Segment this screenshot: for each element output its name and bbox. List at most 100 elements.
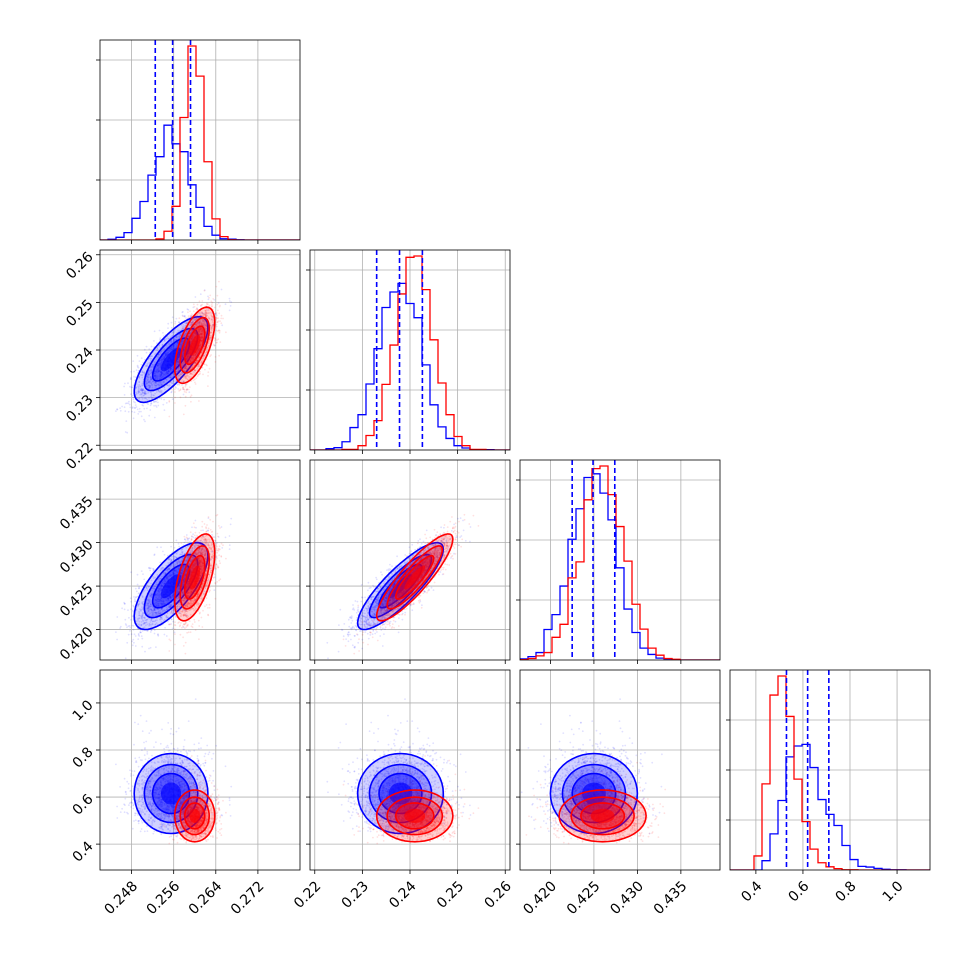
y-tick-label: 0.435 bbox=[57, 493, 97, 533]
contour-0-0 bbox=[133, 541, 209, 631]
gridlines bbox=[100, 670, 300, 870]
y-tick-label: 0.25 bbox=[63, 297, 96, 330]
y-tick-label: 0.8 bbox=[70, 744, 97, 771]
contour-1-1 bbox=[386, 796, 444, 836]
panel-0-0 bbox=[96, 39, 301, 244]
density-0-3 bbox=[160, 574, 182, 598]
contour-1-1 bbox=[179, 316, 210, 374]
panel-frame bbox=[519, 669, 721, 871]
density-1-3 bbox=[404, 808, 426, 823]
contour-1-1 bbox=[570, 796, 635, 836]
density-1-3 bbox=[189, 334, 201, 356]
panel-content bbox=[520, 460, 720, 660]
histogram-0 bbox=[520, 473, 720, 660]
contour-1-0 bbox=[173, 789, 216, 843]
y-tick-label: 0.425 bbox=[57, 580, 97, 620]
panel-frame bbox=[99, 669, 301, 871]
contour-0-0 bbox=[133, 752, 209, 835]
density-1-3 bbox=[189, 808, 201, 823]
panel-3-3 bbox=[726, 669, 931, 874]
panel-frame bbox=[99, 459, 301, 661]
density-0-3 bbox=[388, 782, 413, 805]
histogram-1 bbox=[520, 465, 720, 660]
contour-0-0 bbox=[356, 541, 445, 631]
y-tick-label: 0.22 bbox=[63, 440, 96, 473]
x-tick-label: 0.6 bbox=[785, 878, 812, 905]
contour-1-0 bbox=[375, 789, 454, 843]
x-tick-label: 0.264 bbox=[186, 878, 226, 918]
panel-2-2 bbox=[516, 459, 721, 664]
x-tick-label: 0.24 bbox=[386, 878, 419, 911]
gridlines bbox=[730, 670, 930, 870]
contour-0-2 bbox=[151, 563, 191, 609]
panel-3-1 bbox=[306, 669, 511, 874]
panel-frame bbox=[519, 459, 721, 661]
panel-1-0 bbox=[96, 249, 301, 454]
x-tick-label: 0.4 bbox=[738, 878, 765, 905]
histogram-1 bbox=[730, 675, 930, 870]
panel-content bbox=[730, 670, 930, 870]
density-1-3 bbox=[590, 808, 615, 823]
panel-content bbox=[326, 513, 480, 660]
contour-1-2 bbox=[183, 554, 206, 600]
gridlines bbox=[520, 460, 720, 660]
panel-3-2 bbox=[516, 669, 721, 874]
contour-1-2 bbox=[580, 802, 626, 830]
y-tick-label: 0.420 bbox=[57, 624, 97, 664]
panel-frame bbox=[99, 39, 301, 241]
y-tick-label: 0.23 bbox=[63, 392, 96, 425]
y-tick-label: 0.4 bbox=[70, 838, 97, 865]
x-tick-label: 0.26 bbox=[481, 878, 514, 911]
x-tick-label: 0.430 bbox=[607, 878, 647, 918]
gridlines bbox=[310, 250, 510, 450]
contour-0-1 bbox=[143, 553, 199, 619]
density-1-3 bbox=[404, 565, 426, 590]
y-tick-label: 0.6 bbox=[70, 791, 97, 818]
x-tick-label: 0.22 bbox=[291, 878, 324, 911]
density-1-3 bbox=[189, 565, 201, 590]
x-tick-label: 0.435 bbox=[651, 878, 691, 918]
contour-0-2 bbox=[151, 772, 191, 815]
contour-1-1 bbox=[386, 545, 444, 610]
contour-0-0 bbox=[356, 752, 445, 835]
panel-content bbox=[100, 40, 300, 240]
panel-content bbox=[326, 698, 480, 845]
contour-1-2 bbox=[394, 554, 435, 600]
contour-1-2 bbox=[183, 802, 206, 830]
contour-1-1 bbox=[179, 545, 210, 610]
contour-0-1 bbox=[143, 763, 199, 824]
x-tick-label: 0.248 bbox=[102, 878, 142, 918]
contour-1-2 bbox=[394, 802, 435, 830]
panel-content bbox=[115, 698, 233, 845]
contour-1-1 bbox=[179, 796, 211, 836]
density-0-3 bbox=[160, 782, 182, 805]
histogram-1 bbox=[310, 255, 510, 450]
contour-0-1 bbox=[561, 763, 627, 824]
panel-2-0 bbox=[96, 459, 301, 664]
histogram-0 bbox=[100, 124, 300, 240]
contour-0-1 bbox=[368, 763, 433, 824]
x-tick-label: 0.425 bbox=[564, 878, 604, 918]
panel-1-1 bbox=[306, 249, 511, 454]
panel-content bbox=[115, 280, 233, 434]
gridlines bbox=[100, 40, 300, 240]
x-tick-label: 1.0 bbox=[880, 878, 907, 905]
panel-2-1 bbox=[306, 459, 511, 664]
contour-1-0 bbox=[173, 533, 216, 622]
panel-content bbox=[520, 698, 667, 845]
x-tick-label: 0.420 bbox=[520, 878, 560, 918]
contour-1-0 bbox=[558, 789, 647, 843]
y-tick-label: 0.430 bbox=[57, 537, 97, 577]
contour-1-0 bbox=[173, 306, 216, 385]
contour-0-2 bbox=[151, 337, 191, 382]
gridlines bbox=[520, 670, 720, 870]
x-tick-label: 0.25 bbox=[434, 878, 467, 911]
contour-1-2 bbox=[183, 325, 206, 366]
panel-content bbox=[115, 513, 233, 660]
y-tick-label: 1.0 bbox=[70, 697, 97, 724]
histogram-1 bbox=[100, 45, 300, 240]
x-tick-label: 0.272 bbox=[228, 878, 268, 918]
panel-3-0 bbox=[96, 669, 301, 874]
y-tick-label: 0.24 bbox=[63, 344, 96, 377]
